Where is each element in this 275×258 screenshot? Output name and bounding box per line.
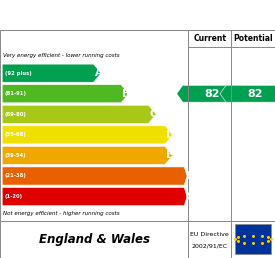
Polygon shape	[2, 85, 129, 103]
Polygon shape	[177, 85, 243, 102]
Text: Very energy efficient - lower running costs: Very energy efficient - lower running co…	[3, 53, 120, 58]
Text: A: A	[95, 68, 103, 78]
Polygon shape	[2, 146, 173, 165]
Polygon shape	[2, 126, 173, 144]
Text: E: E	[166, 150, 174, 160]
Polygon shape	[2, 105, 156, 123]
Text: 2002/91/EC: 2002/91/EC	[192, 244, 228, 248]
Bar	[235, 224, 271, 254]
Text: (55-68): (55-68)	[5, 132, 27, 137]
Polygon shape	[2, 188, 187, 206]
Polygon shape	[2, 64, 101, 82]
Text: D: D	[166, 130, 175, 140]
Text: (81-91): (81-91)	[5, 91, 27, 96]
Text: G: G	[186, 191, 194, 201]
Text: (92 plus): (92 plus)	[5, 71, 32, 76]
Text: Not energy efficient - higher running costs: Not energy efficient - higher running co…	[3, 211, 120, 216]
Text: England & Wales: England & Wales	[39, 233, 150, 246]
Text: Current: Current	[193, 34, 226, 43]
Text: (69-80): (69-80)	[5, 112, 27, 117]
Text: C: C	[150, 109, 158, 119]
Text: F: F	[186, 171, 193, 181]
Text: Energy Efficiency Rating: Energy Efficiency Rating	[8, 8, 192, 21]
Text: (21-38): (21-38)	[5, 173, 27, 179]
Text: B: B	[122, 89, 130, 99]
Text: 82: 82	[248, 89, 263, 99]
Text: EU Directive: EU Directive	[190, 232, 229, 237]
Polygon shape	[220, 85, 275, 102]
Text: Potential: Potential	[233, 34, 273, 43]
Polygon shape	[2, 167, 187, 185]
Text: (1-20): (1-20)	[5, 194, 23, 199]
Text: 82: 82	[204, 89, 220, 99]
Text: (39-54): (39-54)	[5, 153, 27, 158]
